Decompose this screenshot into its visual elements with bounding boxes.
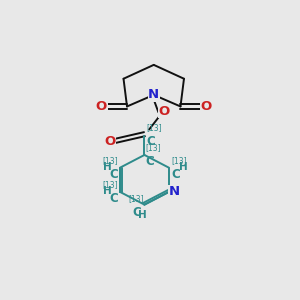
Text: H: H [103,186,112,196]
Text: N: N [169,185,180,198]
Text: [13]: [13] [147,123,162,132]
Text: [13]: [13] [102,156,118,165]
Text: [13]: [13] [171,156,187,165]
Text: O: O [104,135,115,148]
Text: C: C [146,155,154,168]
Text: C: C [147,135,155,148]
Text: [13]: [13] [128,194,144,203]
Text: H: H [103,161,112,172]
Text: H: H [179,161,188,172]
Text: C: C [132,206,141,219]
Text: C: C [109,168,118,181]
Text: O: O [159,105,170,118]
Text: C: C [171,168,180,181]
Text: O: O [200,100,212,113]
Text: N: N [148,88,159,101]
Text: [13]: [13] [102,180,118,189]
Text: [13]: [13] [146,143,161,152]
Text: C: C [109,192,118,205]
Text: O: O [96,100,107,113]
Text: H: H [138,210,146,220]
